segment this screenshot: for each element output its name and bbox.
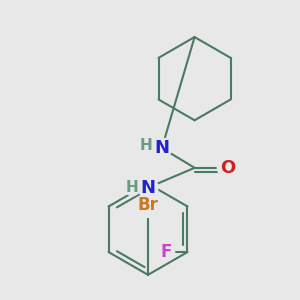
Text: N: N <box>154 139 169 157</box>
Circle shape <box>138 137 154 153</box>
Text: H: H <box>126 180 139 195</box>
Text: F: F <box>160 243 171 261</box>
Text: N: N <box>140 178 155 196</box>
Text: H: H <box>140 137 152 152</box>
Text: O: O <box>220 159 235 177</box>
Circle shape <box>218 158 237 178</box>
Circle shape <box>152 138 172 158</box>
Circle shape <box>157 243 175 261</box>
Circle shape <box>138 178 158 198</box>
Text: Br: Br <box>138 196 158 214</box>
Circle shape <box>136 194 160 218</box>
Circle shape <box>124 180 140 196</box>
